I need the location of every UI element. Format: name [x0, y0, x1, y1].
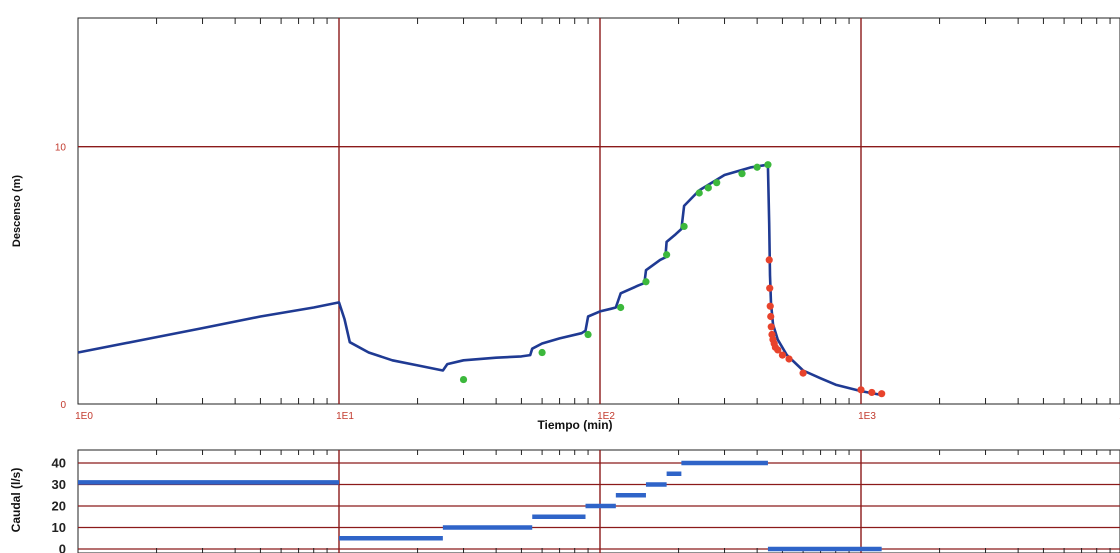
pumping-observation-point	[584, 330, 592, 339]
recovery-observation-point	[785, 355, 793, 363]
recovery-observation-point	[799, 369, 807, 377]
flow-rate-minor-ticks	[156, 450, 1111, 553]
recovery-observation-point	[766, 302, 774, 310]
pumping-observation-point	[704, 184, 712, 192]
drawdown-y-tick-labels: 0 10	[55, 143, 67, 411]
pumping-observation-point	[680, 222, 688, 231]
drawdown-grid	[78, 18, 1120, 404]
flow-rate-y-tick-label: 20	[52, 499, 66, 514]
pumping-observation-point	[617, 303, 625, 312]
pumping-observation-point	[663, 251, 671, 259]
flow-rate-y-tick-label: 0	[59, 542, 66, 553]
flow-rate-y-tick-labels: 0 10 20 30 40	[52, 456, 66, 553]
flow-rate-grid	[78, 450, 1120, 553]
recovery-observation-point	[868, 388, 876, 397]
drawdown-y-axis-title: Descenso (m)	[11, 175, 23, 247]
flow-rate-y-tick-label: 30	[52, 477, 66, 492]
flow-rate-plot-area	[77, 449, 1120, 553]
recovery-observation-point	[766, 284, 774, 292]
drawdown-plot-area	[77, 17, 1120, 405]
recovery-observation-point	[767, 323, 775, 331]
recovery-observation-point	[857, 386, 865, 394]
recovery-observations	[765, 256, 886, 398]
flow-rate-y-tick-label: 10	[52, 520, 66, 535]
drawdown-x-tick-label: 1E1	[336, 411, 354, 422]
drawdown-x-axis-title: Tiempo (min)	[537, 418, 612, 432]
recovery-observation-point	[774, 346, 782, 354]
pumping-observation-point	[459, 375, 468, 384]
flow-rate-chart: 0 10 20 30 40 Caudal (l/s)	[9, 449, 1120, 553]
drawdown-x-tick-label: 1E0	[75, 411, 93, 422]
pumping-observations	[459, 161, 772, 384]
pumping-observation-point	[738, 170, 746, 178]
recovery-observation-point	[878, 390, 886, 398]
recovery-observation-point	[767, 312, 775, 321]
flow-rate-y-axis-title: Caudal (l/s)	[9, 468, 23, 533]
pumping-observation-point	[695, 189, 703, 197]
flow-rate-steps	[78, 460, 882, 552]
drawdown-x-tick-label: 1E2	[597, 411, 615, 422]
drawdown-chart: 1E01E11E21E31E4 010 Tiempo (min) Descens…	[11, 17, 1120, 432]
recovery-observation-point	[765, 256, 773, 264]
drawdown-minor-ticks	[156, 18, 1111, 404]
flow-rate-y-tick-label: 40	[52, 456, 66, 471]
drawdown-y-tick-label: 0	[60, 400, 66, 411]
drawdown-x-tick-label: 1E3	[858, 411, 876, 422]
pumping-observation-point	[538, 348, 546, 357]
drawdown-model-curve	[77, 163, 882, 397]
pumping-observation-point	[753, 163, 761, 171]
recovery-observation-point	[778, 351, 787, 359]
pumping-observation-point	[713, 179, 721, 187]
pumping-observation-point	[764, 161, 772, 169]
pumping-observation-point	[642, 278, 650, 286]
drawdown-y-tick-label: 10	[55, 143, 67, 154]
